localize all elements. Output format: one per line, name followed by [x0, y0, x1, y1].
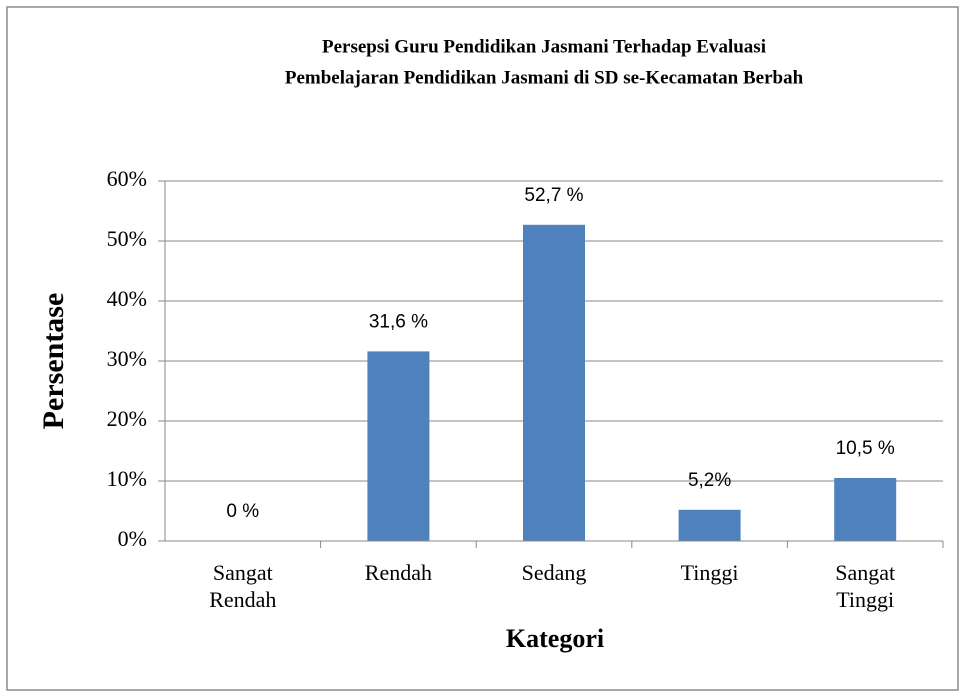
x-tick-label: Tinggi	[680, 560, 739, 585]
y-tick-label: 20%	[107, 406, 147, 431]
y-tick-label: 0%	[118, 526, 147, 551]
data-label: 52,7 %	[524, 185, 583, 206]
bar	[367, 351, 430, 541]
bar	[834, 478, 897, 541]
y-tick-label: 50%	[107, 226, 147, 251]
x-tick-label: Sangat Tinggi	[835, 560, 896, 612]
chart-title: Pembelajaran Pendidikan Jasmani di SD se…	[285, 67, 804, 88]
x-tick-label: Sangat Rendah	[209, 560, 277, 612]
bar	[523, 224, 585, 542]
data-label: 31,6 %	[369, 311, 428, 332]
data-label: 10,5 %	[836, 438, 895, 459]
y-tick-label: 60%	[107, 166, 147, 191]
y-tick-label: 30%	[107, 346, 147, 371]
y-tick-label: 10%	[107, 466, 147, 491]
y-tick-label: 40%	[107, 286, 147, 311]
chart-title: Persepsi Guru Pendidikan Jasmani Terhada…	[322, 36, 766, 57]
data-label: 5,2%	[688, 470, 731, 491]
data-label: 0 %	[226, 501, 259, 522]
bar	[678, 509, 741, 541]
x-tick-label: Rendah	[364, 560, 432, 585]
y-axis-label: Persentase	[37, 293, 70, 430]
x-axis-label: Kategori	[506, 624, 604, 653]
x-tick-label: Sedang	[521, 560, 587, 585]
